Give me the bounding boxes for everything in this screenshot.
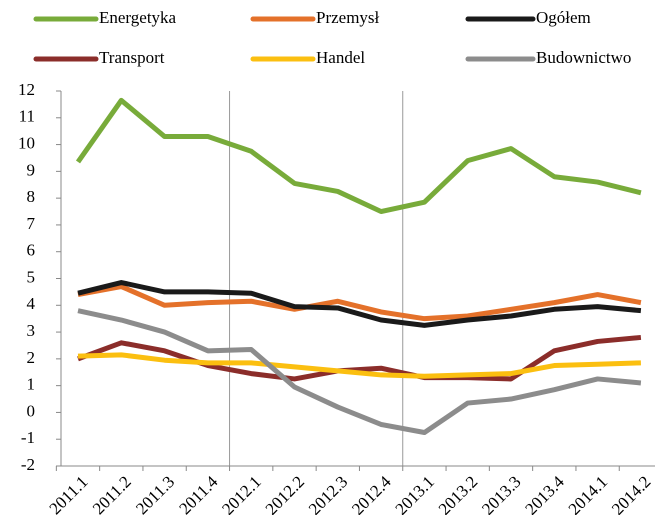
x-tick-label: 2012.3 bbox=[305, 472, 351, 515]
y-tick-label: 5 bbox=[27, 267, 36, 286]
series-line bbox=[75, 97, 642, 215]
x-tick-label: 2012.2 bbox=[262, 472, 308, 515]
y-tick-label: 11 bbox=[19, 107, 35, 126]
legend-label: Energetyka bbox=[99, 8, 177, 27]
x-tick-label: 2012.1 bbox=[218, 472, 264, 515]
y-tick-label: -2 bbox=[21, 455, 35, 474]
x-tick-label: 2011.1 bbox=[46, 472, 92, 515]
x-tick-label: 2013.4 bbox=[521, 472, 568, 515]
legend-label: Transport bbox=[99, 48, 165, 67]
series-line bbox=[77, 334, 642, 382]
y-tick-label: -1 bbox=[21, 428, 35, 447]
legend-label: Przemysł bbox=[316, 8, 380, 27]
y-tick-label: 12 bbox=[18, 80, 35, 99]
x-tick-label: 2013.2 bbox=[435, 472, 481, 515]
x-tick-label: 2011.3 bbox=[132, 472, 178, 515]
y-tick-label: 9 bbox=[27, 160, 36, 179]
legend-label: Ogółem bbox=[536, 8, 591, 27]
x-tick-label: 2011.2 bbox=[89, 472, 135, 515]
y-tick-label: 3 bbox=[27, 321, 36, 340]
y-tick-label: 0 bbox=[27, 401, 36, 420]
x-tick-label: 2013.3 bbox=[478, 472, 524, 515]
series-line bbox=[77, 284, 642, 322]
y-tick-label: 8 bbox=[27, 187, 36, 206]
x-tick-label: 2011.4 bbox=[175, 472, 221, 515]
series-line bbox=[77, 308, 642, 436]
x-tick-label: 2013.1 bbox=[391, 472, 437, 515]
y-tick-label: 1 bbox=[27, 375, 36, 394]
y-tick-label: 6 bbox=[27, 241, 36, 260]
y-tick-label: 4 bbox=[27, 294, 36, 313]
y-tick-label: 10 bbox=[18, 133, 35, 152]
x-tick-label: 2014.2 bbox=[608, 472, 654, 515]
x-tick-label: 2012.4 bbox=[348, 472, 395, 515]
series-line bbox=[77, 352, 641, 379]
legend-label: Handel bbox=[316, 48, 365, 67]
x-tick-label: 2014.1 bbox=[565, 472, 611, 515]
y-tick-label: 2 bbox=[27, 348, 36, 367]
series-line bbox=[77, 280, 642, 328]
legend-label: Budownictwo bbox=[536, 48, 631, 67]
y-tick-label: 7 bbox=[27, 214, 36, 233]
